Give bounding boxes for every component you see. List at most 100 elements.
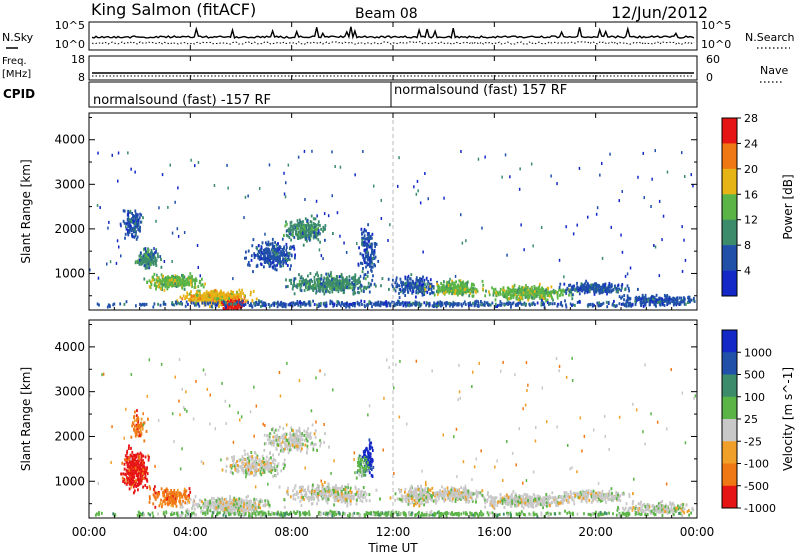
data-cell bbox=[649, 296, 652, 300]
data-cell bbox=[436, 290, 438, 293]
data-cell bbox=[591, 302, 594, 306]
data-cell bbox=[111, 153, 113, 157]
data-cell bbox=[277, 242, 279, 246]
data-cell bbox=[345, 305, 347, 309]
data-cell bbox=[353, 301, 356, 305]
data-cell bbox=[297, 284, 300, 288]
data-cell bbox=[137, 218, 140, 222]
data-cell bbox=[365, 241, 367, 245]
data-cell bbox=[461, 241, 464, 245]
data-cell bbox=[474, 287, 476, 291]
data-cell bbox=[238, 297, 241, 300]
data-cell bbox=[443, 287, 446, 290]
data-cell bbox=[296, 235, 299, 239]
data-cell bbox=[128, 444, 130, 448]
data-cell bbox=[371, 265, 374, 269]
data-cell bbox=[458, 291, 460, 295]
data-cell bbox=[371, 244, 373, 248]
colorbar-swatch bbox=[722, 194, 737, 221]
data-cell bbox=[323, 212, 326, 216]
data-cell bbox=[676, 301, 679, 305]
data-cell bbox=[201, 277, 203, 281]
data-cell bbox=[199, 279, 201, 283]
data-cell bbox=[303, 224, 305, 228]
data-cell bbox=[129, 209, 132, 213]
data-cell bbox=[327, 272, 330, 276]
data-cell bbox=[467, 304, 470, 308]
data-cell bbox=[529, 287, 532, 291]
colorbar-tick-label: 20 bbox=[744, 163, 758, 176]
data-cell bbox=[299, 288, 302, 292]
data-cell bbox=[692, 184, 694, 188]
data-cell bbox=[143, 252, 146, 256]
data-cell bbox=[148, 266, 151, 270]
data-cell bbox=[569, 302, 572, 306]
data-cell bbox=[445, 301, 448, 305]
data-cell bbox=[547, 290, 550, 294]
data-cell bbox=[239, 294, 242, 298]
data-cell bbox=[292, 224, 294, 228]
data-cell bbox=[559, 302, 562, 306]
data-cell bbox=[348, 275, 351, 279]
data-cell bbox=[429, 284, 432, 288]
data-cell bbox=[488, 293, 491, 297]
data-cell bbox=[631, 303, 634, 307]
data-cell bbox=[133, 226, 136, 230]
data-cell bbox=[253, 256, 256, 259]
data-cell bbox=[415, 282, 418, 286]
data-cell bbox=[280, 301, 282, 305]
nave-tick-bottom: 0 bbox=[706, 71, 713, 84]
data-cell bbox=[282, 262, 285, 265]
data-cell bbox=[285, 261, 288, 265]
data-cell bbox=[214, 304, 217, 308]
data-cell bbox=[470, 284, 473, 288]
data-cell bbox=[287, 234, 289, 238]
data-cell bbox=[249, 293, 252, 297]
data-cell bbox=[452, 290, 455, 294]
data-cell bbox=[671, 298, 674, 302]
data-cell bbox=[459, 289, 462, 293]
data-cell bbox=[534, 303, 536, 307]
data-cell bbox=[305, 284, 307, 287]
data-cell bbox=[250, 258, 253, 262]
data-cell bbox=[621, 250, 624, 254]
data-cell bbox=[319, 240, 321, 244]
data-cell bbox=[447, 282, 450, 286]
data-cell bbox=[270, 256, 273, 260]
data-cell bbox=[157, 255, 159, 259]
data-cell bbox=[666, 170, 669, 174]
data-cell bbox=[591, 304, 594, 308]
data-cell bbox=[166, 492, 168, 496]
data-cell bbox=[298, 236, 301, 240]
data-cell bbox=[409, 284, 411, 288]
data-cell bbox=[329, 272, 332, 276]
data-cell bbox=[546, 293, 549, 297]
data-cell bbox=[364, 257, 366, 261]
data-cell bbox=[184, 280, 187, 284]
data-cell bbox=[512, 301, 515, 305]
data-cell bbox=[574, 288, 577, 292]
data-cell bbox=[618, 302, 621, 306]
data-cell bbox=[340, 283, 343, 287]
data-cell bbox=[613, 304, 615, 308]
data-cell bbox=[322, 225, 325, 229]
data-cell bbox=[331, 290, 334, 294]
data-cell bbox=[151, 251, 153, 255]
power-data-cells bbox=[89, 149, 696, 310]
data-cell bbox=[654, 303, 657, 307]
data-cell bbox=[124, 472, 126, 476]
data-cell bbox=[374, 255, 377, 259]
data-cell bbox=[138, 228, 141, 232]
data-cell bbox=[568, 293, 570, 297]
data-cell bbox=[204, 303, 207, 307]
data-cell bbox=[319, 303, 322, 307]
data-cell bbox=[541, 303, 544, 306]
data-cell bbox=[137, 473, 139, 477]
data-cell bbox=[320, 273, 323, 277]
data-cell bbox=[190, 301, 193, 305]
data-cell bbox=[327, 214, 330, 218]
data-cell bbox=[96, 302, 99, 306]
data-cell bbox=[538, 288, 541, 292]
data-cell bbox=[345, 251, 348, 254]
data-cell bbox=[166, 497, 169, 501]
